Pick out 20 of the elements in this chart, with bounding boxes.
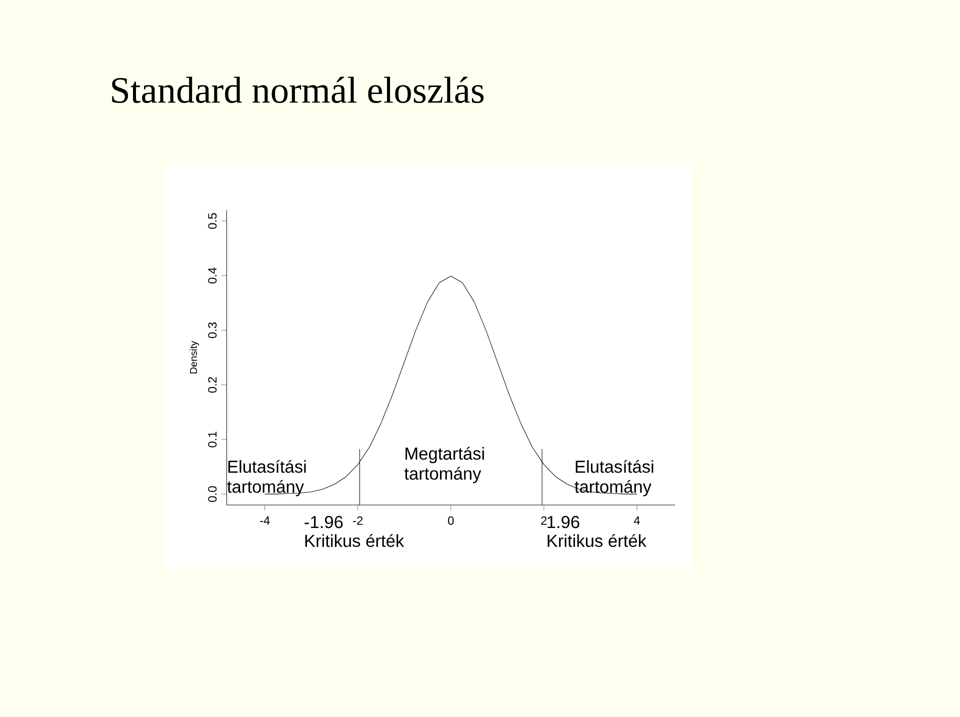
y-axis-title: Density: [190, 340, 199, 374]
y-tick-label: 0.5: [208, 213, 217, 229]
x-tick-label: -2: [353, 516, 363, 525]
x-tick-label: 4: [634, 516, 640, 525]
ref-line-label: -1.96: [304, 516, 343, 528]
x-tick-label: 0: [448, 516, 454, 525]
text: Kritikus érték: [305, 534, 404, 547]
y-tick-label: 0.1: [208, 432, 217, 448]
y-tick-label: 0.0: [208, 486, 217, 502]
y-tick-label: 0.4: [208, 268, 217, 284]
annotation: Elutasítási tartomány: [574, 460, 654, 496]
x-tick-label: -4: [260, 516, 270, 525]
annotation: Megtartási tartomány: [404, 446, 484, 484]
ref-line-label: 1.96: [548, 516, 580, 528]
annotation: Elutasítási tartomány: [227, 460, 306, 496]
y-tick-label: 0.2: [208, 377, 217, 393]
x-tick-label: 2: [541, 516, 547, 525]
text: Kritikus érték: [548, 534, 646, 547]
chart-title: Standard normál eloszlás: [112, 76, 484, 104]
y-tick-label: 0.3: [208, 322, 217, 338]
